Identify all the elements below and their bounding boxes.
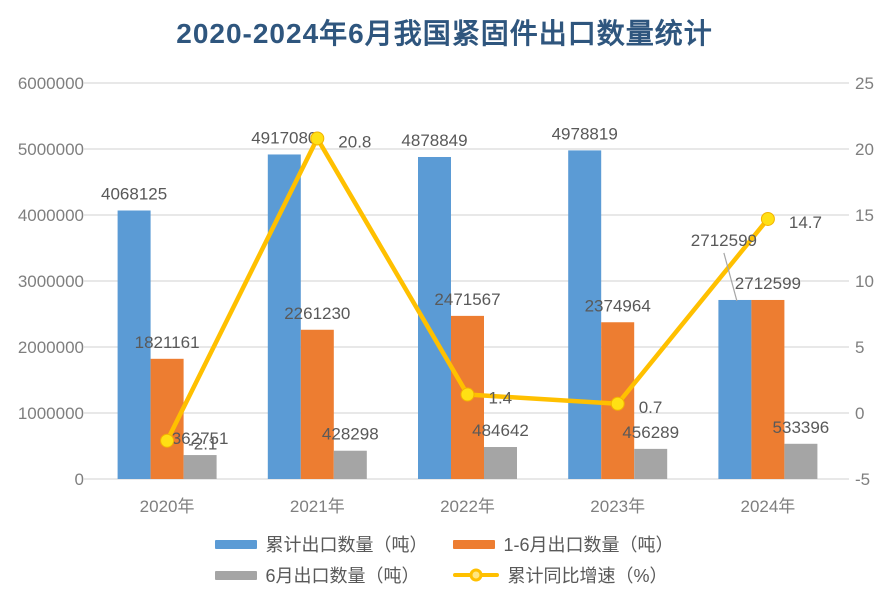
y-axis-right-tick-label: 15 [855,206,874,225]
x-axis-tick-label: 2020年 [140,497,195,516]
bar-series2-2023年 [634,448,668,479]
x-axis-tick-label: 2024年 [740,497,795,516]
legend-swatch-gray-bar-icon [215,570,258,580]
line-data-label: 20.8 [338,132,371,151]
chart-title: 2020-2024年6月我国紧固件出口数量统计 [176,18,713,49]
y-axis-left-tick-label: 1000000 [18,404,84,423]
bar-data-label: 4978819 [552,124,618,143]
legend-label-growth-rate: 累计同比增速（%） [507,566,668,586]
chart-legend: 累计出口数量（吨） 1-6月出口数量（吨） 6月出口数量（吨） 累计同比增速（%… [0,533,889,586]
line-point-marker [310,131,325,146]
x-axis-tick-label: 2023年 [590,497,645,516]
bar-data-label: 1821161 [135,333,200,352]
y-axis-right-tick-label: 20 [855,140,874,159]
legend-swatch-yellow-line-marker-icon [453,567,500,583]
line-data-label: -2.1 [188,435,217,454]
legend-label-cumulative-export: 累计出口数量（吨） [265,535,428,555]
bar-series1-2024年 [751,299,785,479]
y-axis-right-tick-label: 25 [855,74,874,93]
bar-data-label-callout: 2712599 [691,231,757,250]
bar-series0-2020年 [117,210,151,479]
line-point-marker [610,396,625,411]
legend-item-jan-jun-export: 1-6月出口数量（吨） [453,533,674,555]
legend-item-june-export: 6月出口数量（吨） [215,564,427,586]
label-leader-line [723,252,738,302]
bar-series0-2023年 [568,150,602,479]
line-point-marker [760,211,775,226]
bar-data-label: 4917080 [251,128,317,147]
legend-label-jan-jun-export: 1-6月出口数量（吨） [503,535,674,555]
bar-data-label: 484642 [472,421,529,440]
y-axis-right-tick-label: 5 [855,338,864,357]
legend-swatch-orange-bar-icon [453,539,496,549]
legend-item-growth-rate: 累计同比增速（%） [453,564,673,586]
x-axis-tick-label: 2021年 [290,497,345,516]
bar-data-label: 533396 [773,418,830,437]
line-point-marker [160,433,175,448]
bar-data-label: 2712599 [735,274,801,293]
bar-series2-2020年 [183,455,217,479]
line-data-label: 0.7 [639,398,663,417]
bar-series2-2021年 [333,450,367,479]
line-point-marker [460,387,475,402]
bar-series2-2024年 [784,443,818,479]
bar-data-label: 2471567 [434,290,500,309]
y-axis-left-tick-label: 5000000 [18,140,84,159]
y-axis-right-tick-label: -5 [855,470,870,489]
bar-data-label: 2261230 [284,304,350,323]
legend-swatch-blue-bar-icon [215,539,258,549]
bar-data-label: 4068125 [101,185,167,204]
y-axis-left-tick-label: 6000000 [18,74,84,93]
legend-circle-marker-icon [469,568,483,582]
y-axis-right-tick-label: 10 [855,272,874,291]
bar-series2-2022年 [484,447,517,479]
bar-data-label: 362751 [172,429,229,448]
bar-data-label: 2374964 [585,296,651,315]
y-axis-right-tick-label: 0 [855,404,864,423]
legend-item-cumulative-export: 累计出口数量（吨） [215,533,427,555]
legend-label-june-export: 6月出口数量（吨） [265,566,420,586]
bar-series1-2021年 [300,329,334,479]
y-axis-left-tick-label: 2000000 [18,338,84,357]
bar-series0-2024年 [718,299,752,479]
bar-data-label: 428298 [322,425,379,444]
chart-plot-area: 0 1000000 2000000 3000000 4000000 5000000 6000… [18,74,874,516]
y-axis-left-tick-label: 3000000 [18,272,84,291]
x-axis-tick-label: 2022年 [440,497,495,516]
y-axis-left-tick-label: 4000000 [18,206,84,225]
line-data-label: 1.4 [489,389,513,408]
line-data-label: 14.7 [789,213,822,232]
bar-data-label: 4878849 [401,131,467,150]
bar-data-label: 456289 [622,423,679,442]
y-axis-left-tick-label: 0 [75,470,84,489]
